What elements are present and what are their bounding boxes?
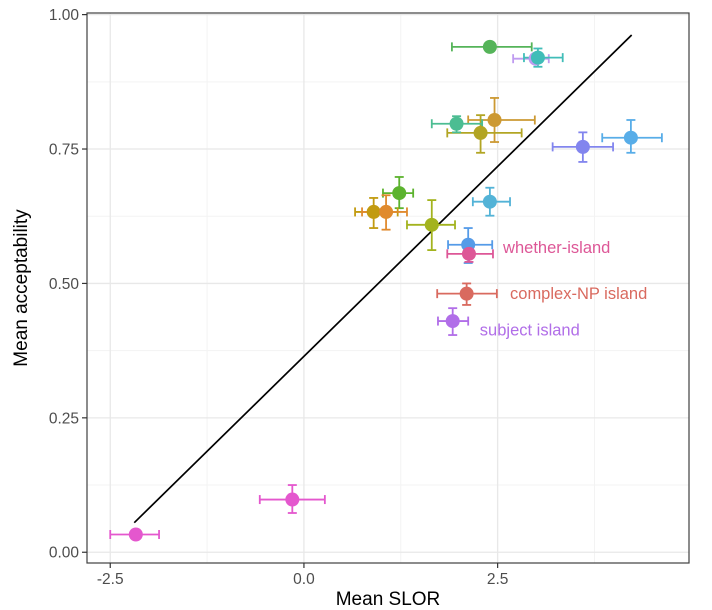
y-tick-label: 0.25: [49, 410, 79, 427]
point-condition-yellowgreen: [424, 217, 439, 232]
point-condition-orange: [379, 204, 394, 219]
point-condition-cyan: [482, 194, 497, 209]
y-tick-label: 0.75: [49, 142, 79, 159]
y-tick-label: 0.00: [49, 545, 80, 562]
point-condition-subject-island: [445, 314, 460, 329]
y-tick-label: 0.50: [49, 276, 80, 293]
y-tick-label: 1.00: [49, 7, 80, 24]
point-condition-gold: [366, 204, 381, 219]
panel-border: [86, 12, 690, 564]
x-axis-title: Mean SLOR: [335, 589, 441, 610]
point-condition-teal: [530, 50, 545, 65]
point-condition-magenta-mid: [285, 492, 300, 507]
point-condition-skyblue: [623, 130, 638, 145]
point-condition-green-mid: [392, 186, 407, 201]
label-whether-island: whether-island: [502, 239, 610, 257]
point-condition-goldenrod: [487, 112, 502, 127]
point-condition-olive: [473, 125, 488, 140]
x-tick-label: 0.0: [293, 571, 315, 588]
y-axis-title: Mean acceptability: [11, 209, 32, 367]
point-condition-complex-np-island: [459, 286, 474, 301]
point-condition-magenta-left: [128, 527, 143, 542]
label-complex-np-island: complex-NP island: [510, 285, 647, 303]
point-condition-green-top: [482, 39, 497, 54]
identity-line: [133, 34, 633, 524]
point-condition-seafoam: [449, 116, 464, 131]
x-tick-label: 2.5: [487, 571, 509, 588]
point-condition-periwinkle: [575, 139, 590, 154]
x-tick-label: -2.5: [97, 571, 124, 588]
point-condition-whether-island: [461, 246, 476, 261]
label-subject-island: subject island: [480, 322, 580, 340]
